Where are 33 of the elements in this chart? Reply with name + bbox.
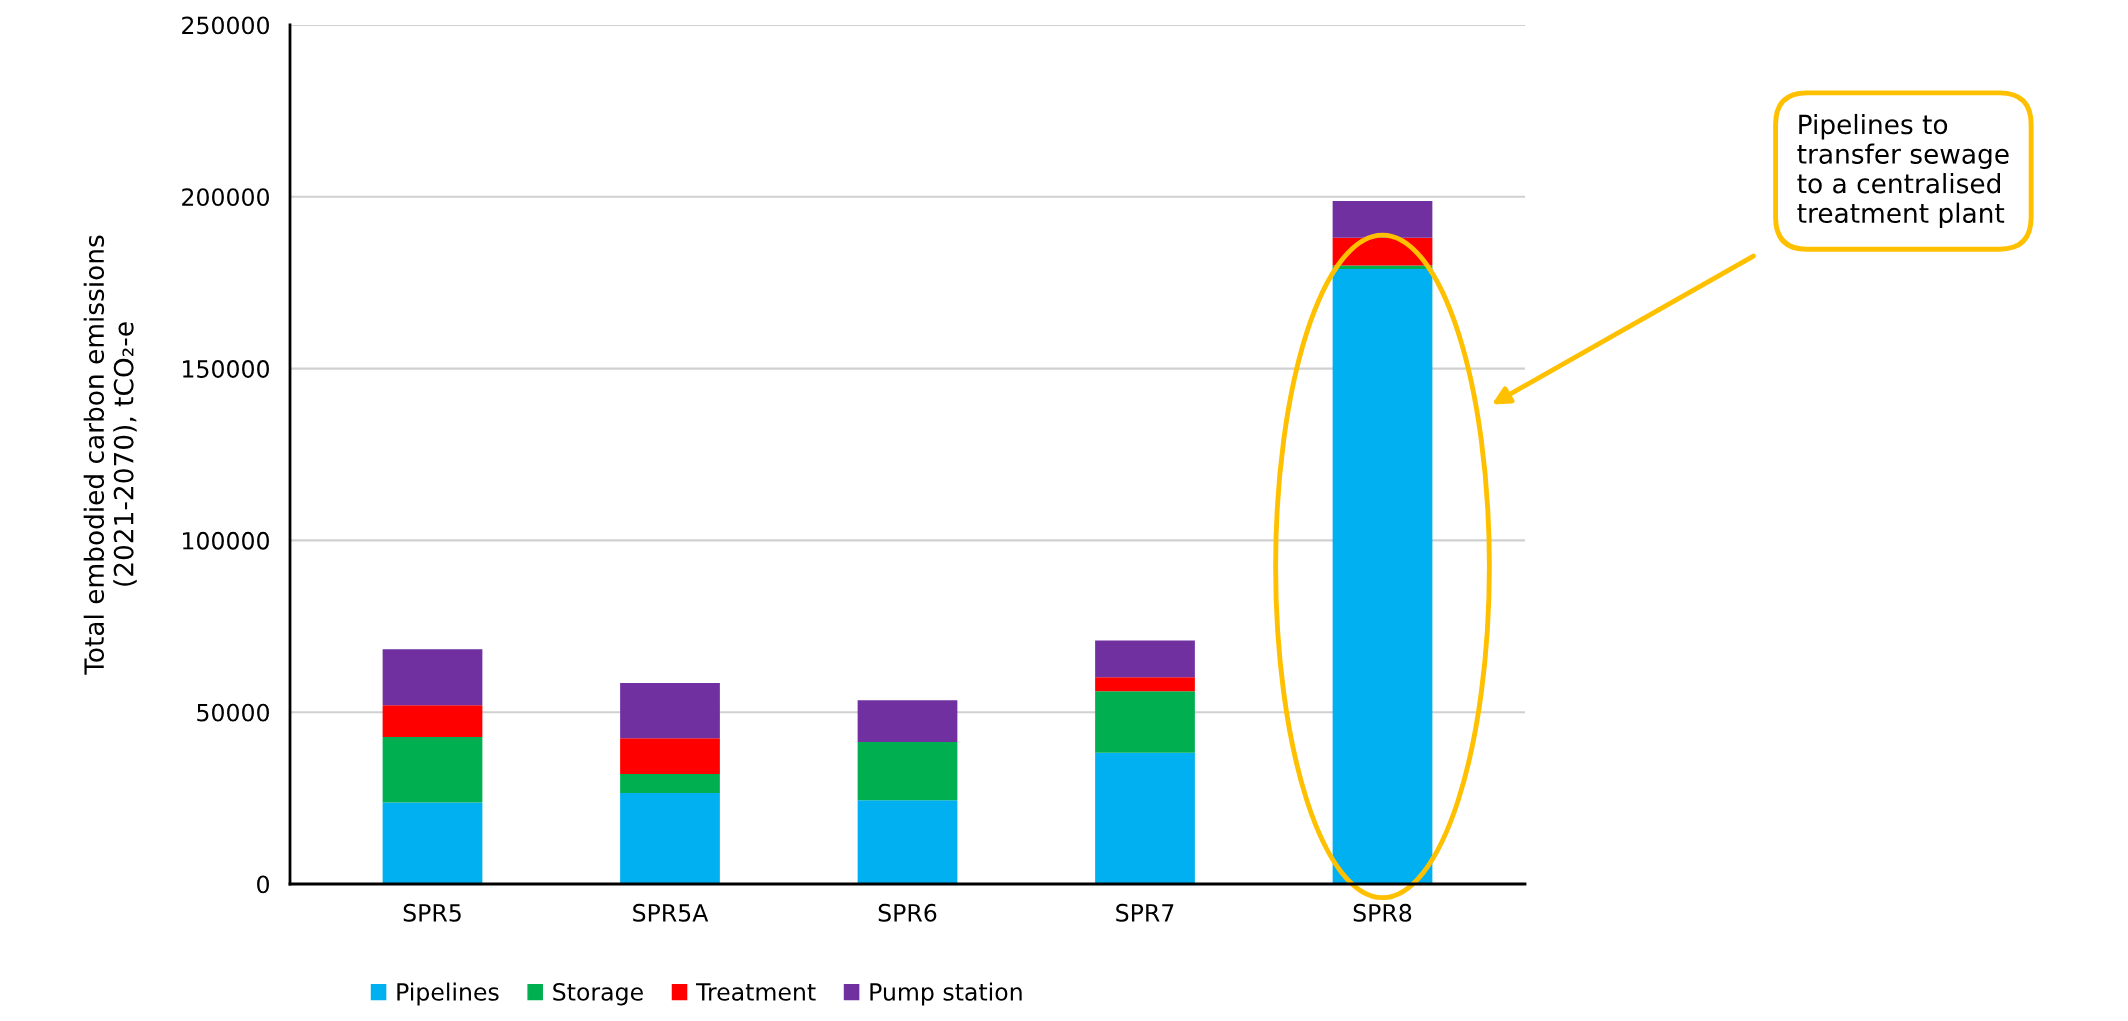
bar [382, 802, 483, 884]
bar [857, 742, 958, 801]
legend-label: Treatment [695, 983, 816, 1001]
y-tick-label: 100000 [183, 531, 269, 550]
y-tick-label: 50000 [197, 703, 269, 722]
y-tick-label: 200000 [182, 188, 269, 207]
bar [382, 705, 483, 737]
bar [382, 736, 483, 803]
bar [620, 682, 720, 739]
y-axis-title: Total embodied carbon emissions (2021-2070), tCO₂-e [83, 235, 137, 675]
x-tick-label: SPR6 [878, 903, 937, 922]
legend-label: Pipelines [397, 982, 499, 1006]
bar [1095, 691, 1195, 753]
bar [857, 800, 958, 884]
bar [382, 649, 483, 706]
bar [1095, 677, 1195, 692]
x-tick-label: SPR7 [1116, 903, 1174, 922]
y-tick-label: 0 [257, 875, 269, 894]
y-tick-label: 150000 [183, 360, 269, 378]
bar [857, 700, 958, 743]
bar [1332, 200, 1433, 238]
legend-label: Pump station [870, 982, 1022, 1006]
x-tick-label: SPR5A [633, 903, 709, 922]
legend-label: Storage [553, 982, 643, 1006]
x-tick-label: SPR5 [403, 903, 461, 922]
bar [620, 774, 720, 793]
bar [1095, 752, 1195, 884]
y-tick-label: 250000 [182, 16, 269, 35]
bar [620, 738, 720, 775]
x-tick-label: SPR8 [1353, 903, 1412, 922]
bar [620, 792, 720, 884]
text: Pipelines to transfer sewage to a centralised treatment plant [1797, 113, 2009, 229]
bar [1095, 640, 1195, 678]
